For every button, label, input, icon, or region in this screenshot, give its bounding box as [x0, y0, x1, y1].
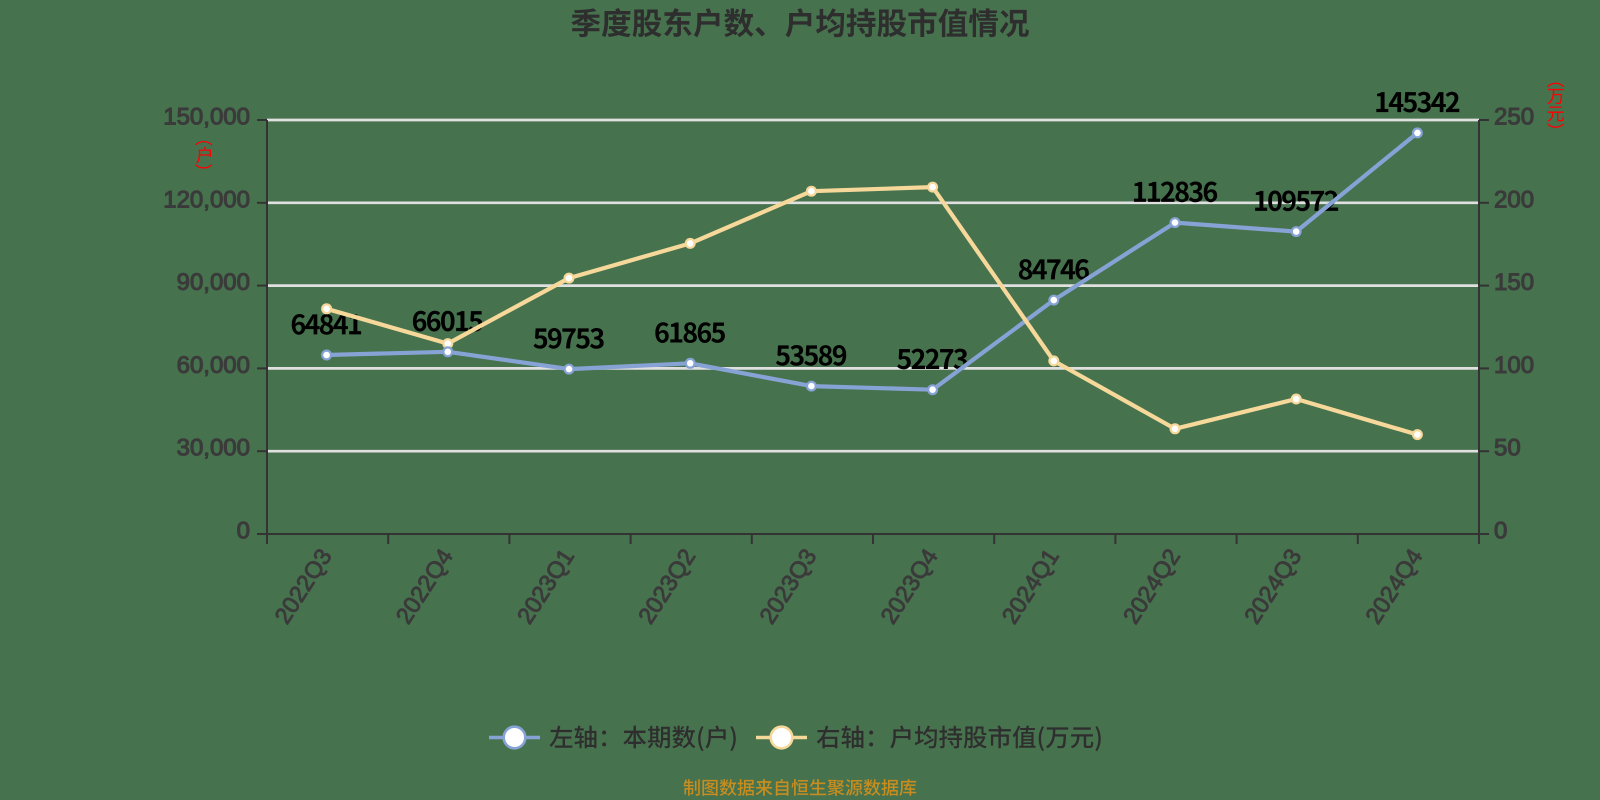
svg-text:200: 200	[1494, 186, 1534, 213]
svg-text:0: 0	[1494, 518, 1507, 545]
svg-text:100: 100	[1494, 352, 1534, 379]
svg-text:250: 250	[1494, 104, 1534, 131]
svg-text:60,000: 60,000	[177, 352, 250, 379]
svg-text:0: 0	[237, 518, 250, 545]
svg-text:150: 150	[1494, 269, 1534, 296]
svg-text:30,000: 30,000	[177, 435, 250, 462]
svg-text:90,000: 90,000	[177, 269, 250, 296]
svg-text:50: 50	[1494, 435, 1521, 462]
svg-text:150,000: 150,000	[163, 104, 250, 131]
svg-text:120,000: 120,000	[163, 186, 250, 213]
